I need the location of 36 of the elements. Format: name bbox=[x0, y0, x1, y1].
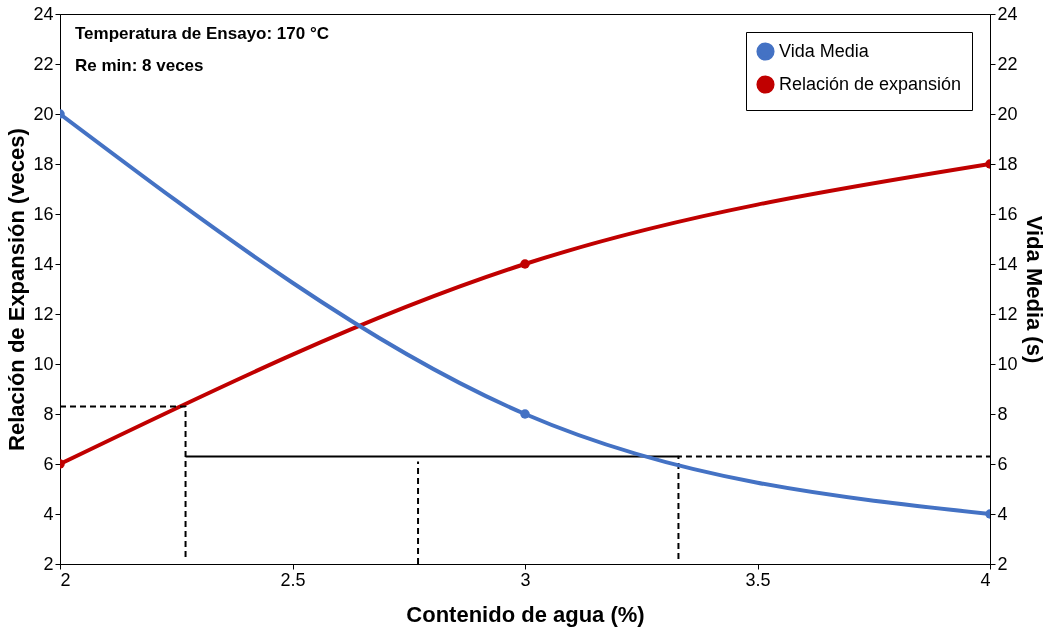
x-tick-label: 2 bbox=[60, 569, 71, 590]
y-tick-label: 22 bbox=[33, 53, 54, 74]
y2-axis-title: Vida Media (s) bbox=[1021, 215, 1047, 364]
y2-tick-label: 24 bbox=[997, 3, 1018, 24]
y2-tick-label: 22 bbox=[997, 53, 1018, 74]
legend-label: Relación de expansión bbox=[779, 73, 962, 94]
y2-tick-label: 8 bbox=[997, 403, 1008, 424]
y2-tick-label: 16 bbox=[997, 203, 1018, 224]
y-tick-label: 14 bbox=[33, 253, 54, 274]
annotation: Re min: 8 veces bbox=[75, 56, 204, 75]
legend-label: Vida Media bbox=[779, 40, 870, 61]
y-tick-label: 2 bbox=[43, 553, 54, 574]
x-axis-title: Contenido de agua (%) bbox=[406, 601, 645, 627]
annotation: Temperatura de Ensayo: 170 °C bbox=[75, 24, 330, 43]
y2-tick-label: 2 bbox=[997, 553, 1008, 574]
y-tick-label: 20 bbox=[33, 103, 54, 124]
y-tick-label: 6 bbox=[43, 453, 54, 474]
y-axis-title: Relación de Expansión (veces) bbox=[4, 128, 30, 451]
y-tick-label: 12 bbox=[33, 303, 54, 324]
y-tick-label: 24 bbox=[33, 3, 54, 24]
y2-tick-label: 12 bbox=[997, 303, 1018, 324]
y2-tick-label: 6 bbox=[997, 453, 1008, 474]
y2-tick-label: 10 bbox=[997, 353, 1018, 374]
y2-tick-label: 4 bbox=[997, 503, 1008, 524]
y-tick-label: 4 bbox=[43, 503, 54, 524]
y2-tick-label: 20 bbox=[997, 103, 1018, 124]
y-tick-label: 10 bbox=[33, 353, 54, 374]
x-tick-label: 2.5 bbox=[280, 569, 306, 590]
y-tick-label: 18 bbox=[33, 153, 54, 174]
y-tick-label: 8 bbox=[43, 403, 54, 424]
x-tick-label: 3.5 bbox=[745, 569, 771, 590]
x-tick-label: 4 bbox=[980, 569, 991, 590]
y-tick-label: 16 bbox=[33, 203, 54, 224]
y2-tick-label: 18 bbox=[997, 153, 1018, 174]
y2-tick-label: 14 bbox=[997, 253, 1018, 274]
x-tick-label: 3 bbox=[520, 569, 531, 590]
